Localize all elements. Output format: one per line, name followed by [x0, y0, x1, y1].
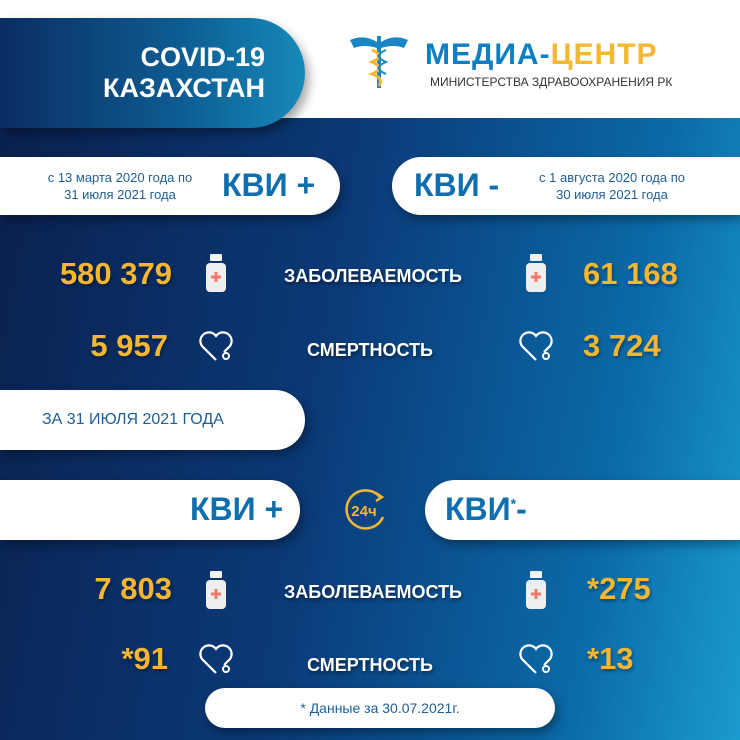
daily-positive-pill: КВИ +	[0, 480, 300, 540]
cumulative-positive-cases: 580 379	[59, 256, 172, 291]
title-line2: КАЗАХСТАН	[103, 73, 265, 103]
logo-accent: ЦЕНТР	[550, 38, 658, 71]
kvi-positive-label: КВИ +	[190, 491, 284, 527]
logo-text: МЕДИА-ЦЕНТР	[425, 38, 658, 72]
daily-negative-deaths: *13	[587, 641, 634, 676]
heart-icon	[519, 331, 553, 361]
daily-negative-cases: *275	[587, 571, 651, 606]
24-hours-label: 24ч	[351, 503, 376, 520]
period-line2: 31 июля 2021 года	[64, 187, 176, 202]
cumulative-negative-deaths: 3 724	[583, 328, 661, 363]
incidence-label: ЗАБОЛЕВАЕМОСТЬ	[284, 266, 462, 286]
date-label: ЗА 31 ИЮЛЯ 2021 ГОДА	[42, 411, 224, 428]
medicine-bottle-icon	[526, 254, 546, 292]
asterisk: *	[510, 495, 517, 512]
heart-icon	[199, 331, 233, 361]
footnote-pill: * Данные за 30.07.2021г.	[205, 688, 555, 728]
kvi-text: КВИ	[445, 491, 511, 527]
period-line1: с 1 августа 2020 года по	[539, 170, 685, 185]
logo-subtitle: МИНИСТЕРСТВА ЗДРАВООХРАНЕНИЯ РК	[430, 75, 673, 89]
positive-period: с 13 марта 2020 года по 31 июля 2021 год…	[25, 169, 215, 203]
kvi-positive-label: КВИ +	[222, 167, 316, 203]
logo-main: МЕДИА-	[425, 38, 551, 71]
period-line1: с 13 марта 2020 года по	[47, 170, 193, 185]
daily-positive-deaths: *91	[121, 641, 168, 676]
mortality-label: СМЕРТНОСТЬ	[306, 655, 433, 675]
cumulative-negative-pill: КВИ - с 1 августа 2020 года по 30 июля 2…	[392, 157, 740, 215]
daily-positive-cases: 7 803	[94, 571, 172, 606]
medicine-bottle-icon	[206, 254, 226, 292]
footnote-text: * Данные за 30.07.2021г.	[300, 700, 460, 716]
negative-period: с 1 августа 2020 года по 30 июля 2021 го…	[512, 169, 712, 203]
date-pill: ЗА 31 ИЮЛЯ 2021 ГОДА	[0, 390, 305, 450]
mortality-label: СМЕРТНОСТЬ	[306, 340, 433, 360]
kvi-suffix: -	[516, 491, 527, 527]
cumulative-negative-cases: 61 168	[583, 256, 678, 291]
title-line1: COVID-19	[140, 42, 265, 72]
title-banner: COVID-19 КАЗАХСТАН	[0, 18, 305, 128]
medicine-bottle-icon	[206, 571, 226, 609]
kvi-negative-label: КВИ*-	[445, 491, 527, 528]
cumulative-positive-deaths: 5 957	[90, 328, 168, 363]
heart-icon	[199, 644, 233, 674]
heart-icon	[519, 644, 553, 674]
medicine-bottle-icon	[526, 571, 546, 609]
daily-negative-pill: КВИ*-	[425, 480, 740, 540]
kvi-negative-label: КВИ -	[414, 167, 500, 203]
24-hours-icon: 24ч	[345, 489, 385, 530]
cumulative-positive-pill: с 13 марта 2020 года по 31 июля 2021 год…	[0, 157, 340, 215]
caduceus-logo-icon	[350, 36, 408, 88]
period-line2: 30 июля 2021 года	[556, 187, 668, 202]
incidence-label: ЗАБОЛЕВАЕМОСТЬ	[284, 582, 462, 602]
